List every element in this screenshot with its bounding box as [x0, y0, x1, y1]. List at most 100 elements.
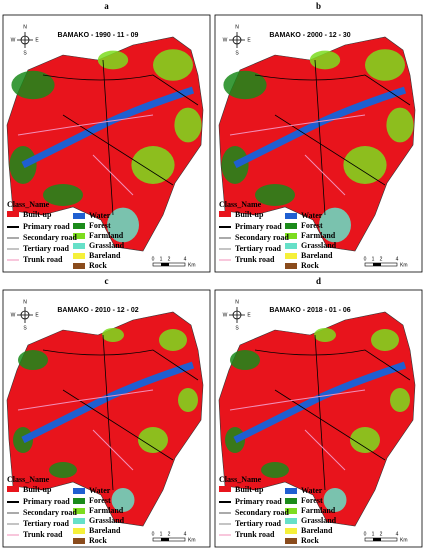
river [233, 361, 407, 444]
panel-label: d [316, 276, 321, 286]
land-patch [323, 488, 347, 512]
legend-label: Bareland [89, 526, 121, 535]
land-patch [18, 350, 48, 370]
legend-swatch [7, 486, 19, 492]
legend-swatch [73, 488, 85, 494]
land-patch [111, 488, 135, 512]
legend-label: Tertiary road [23, 244, 70, 253]
legend-label: Rock [89, 261, 107, 270]
legend-label: Secondary road [235, 233, 289, 242]
land-patch [174, 107, 202, 143]
land-patch [138, 427, 168, 453]
map-title: BAMAKO - 1990 - 11 - 09 [58, 32, 139, 39]
legend-label: Built-up [23, 210, 52, 219]
road [254, 59, 411, 216]
legend-label: Primary road [23, 497, 70, 506]
legend-label: Farmland [301, 506, 336, 515]
compass-arrow [229, 32, 245, 48]
legend-swatch [285, 213, 297, 219]
land-patch [309, 50, 341, 70]
legend-label: Primary road [235, 497, 282, 506]
trunk-road [229, 389, 366, 471]
legend-label: Trunk road [23, 530, 63, 539]
legend-label: Farmland [89, 506, 124, 515]
compass-label: W [11, 312, 16, 318]
panel-label: c [105, 276, 109, 286]
legend-label: Tertiary road [235, 244, 282, 253]
legend-swatch [285, 538, 297, 544]
legend-swatch [73, 498, 85, 504]
legend-swatch [285, 508, 297, 514]
legend-label: Water [301, 211, 323, 220]
legend-swatch [219, 486, 231, 492]
land-patch [230, 350, 260, 370]
land-patch [11, 70, 55, 100]
land-patch [107, 207, 139, 243]
road [42, 334, 199, 491]
scale-label: 2 [168, 531, 171, 537]
land-patch [131, 146, 175, 184]
legend-swatch [285, 263, 297, 269]
legend-label: Bareland [301, 526, 333, 535]
scale-label: 1 [160, 531, 163, 537]
legend-swatch [73, 518, 85, 524]
compass-label: N [235, 299, 239, 305]
land-patch [371, 329, 399, 351]
trunk-road [229, 114, 366, 196]
legend-swatch [285, 253, 297, 259]
legend-label: Grassland [89, 516, 125, 525]
legend-label: Secondary road [23, 233, 77, 242]
compass-label: N [23, 24, 27, 30]
legend-label: Forest [301, 221, 323, 230]
legend-title: Class_Name [7, 475, 50, 484]
legend-swatch [285, 498, 297, 504]
legend-label: Trunk road [235, 530, 275, 539]
road [42, 59, 199, 216]
scale-label: 4 [396, 531, 399, 537]
land-patch [386, 107, 414, 143]
scale-label: 1 [372, 531, 375, 537]
scale-bar-fill [373, 263, 381, 266]
scale-label: 2 [168, 256, 171, 262]
legend-label: Built-up [235, 485, 264, 494]
compass-label: S [23, 325, 27, 331]
legend-title: Class_Name [219, 475, 262, 484]
scale-unit: Km [400, 262, 408, 268]
road [254, 334, 411, 491]
legend-swatch [285, 528, 297, 534]
scale-bar-fill [161, 538, 169, 541]
land-patch [159, 329, 187, 351]
land-patch [261, 462, 289, 478]
compass-arrow [17, 32, 33, 48]
land-patch [102, 328, 124, 342]
map-panel: N S E W BAMAKO - 2018 - 01 - 06 Class_NameBui… [214, 289, 423, 548]
panel-label: b [316, 1, 321, 11]
compass-label: N [235, 24, 239, 30]
legend-label: Secondary road [235, 508, 289, 517]
land-patch [319, 207, 351, 243]
legend-swatch [285, 233, 297, 239]
compass-label: W [223, 37, 228, 43]
scale-label: 0 [152, 256, 155, 262]
legend-label: Forest [89, 221, 111, 230]
legend-label: Farmland [89, 231, 124, 240]
compass-label: S [235, 50, 239, 56]
scale-label: 1 [372, 256, 375, 262]
legend-label: Grassland [301, 241, 337, 250]
river [21, 86, 195, 169]
legend-swatch [219, 211, 231, 217]
legend-label: Water [89, 486, 111, 495]
legend-swatch [73, 508, 85, 514]
river [21, 361, 195, 444]
legend-swatch [285, 223, 297, 229]
land-patch [314, 328, 336, 342]
legend-label: Farmland [301, 231, 336, 240]
trunk-road [17, 114, 154, 196]
land-patch [365, 49, 405, 81]
land-patch [343, 146, 387, 184]
legend-label: Grassland [89, 241, 125, 250]
map-panel: N S E W BAMAKO - 2010 - 12 - 02 Class_NameBui… [2, 289, 211, 548]
scale-label: 0 [152, 531, 155, 537]
map-panel: N S E W BAMAKO - 1990 - 11 - 09 Class_NameBui… [2, 14, 211, 273]
scale-bar-fill [373, 538, 381, 541]
